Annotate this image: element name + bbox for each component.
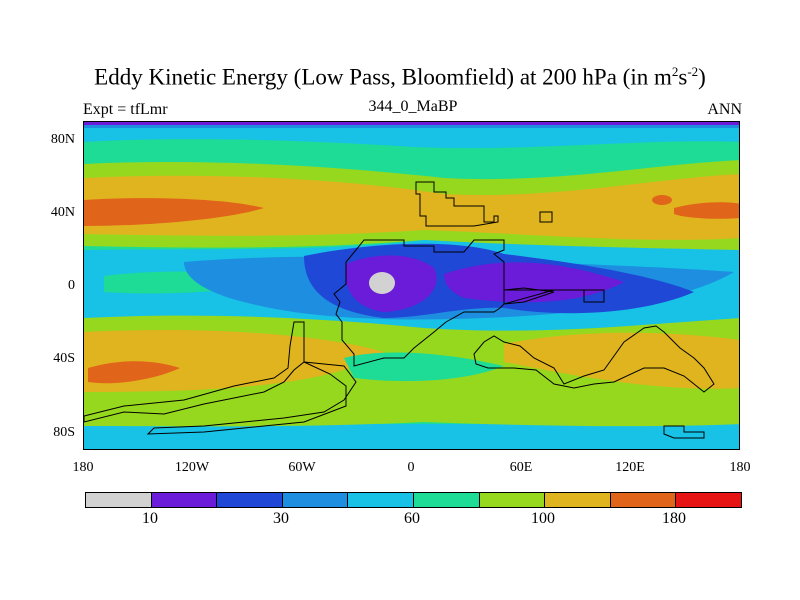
contour-fill-north-boundary xyxy=(84,122,739,125)
x-tick-label: 180 xyxy=(729,460,751,475)
colorbar-label: 100 xyxy=(531,510,555,527)
map-plot-area xyxy=(83,121,740,450)
y-tick-label: 80N xyxy=(50,132,75,147)
coastline-south-landmass-inner xyxy=(146,361,357,435)
experiment-label: Expt = tfLmr xyxy=(83,101,168,118)
eke-contour-map xyxy=(84,122,739,449)
coastline-outlines xyxy=(84,181,715,439)
colorbar-segment xyxy=(610,493,677,507)
colorbar-label: 60 xyxy=(404,510,420,527)
contour-fill-north-100-140 xyxy=(84,174,739,240)
center-subtitle: 344_0_MaBP xyxy=(368,98,458,115)
coastline-north-island xyxy=(539,211,553,223)
colorbar xyxy=(85,492,742,508)
contour-fill-small-island xyxy=(381,399,393,413)
colorbar-segment xyxy=(86,493,152,507)
coastline-south-landmass-west xyxy=(84,321,305,423)
y-tick-label: 40S xyxy=(53,351,75,366)
x-tick-label: 60W xyxy=(288,460,316,475)
colorbar-label: 10 xyxy=(142,510,158,527)
contour-fill-north-atlantic-max xyxy=(84,198,264,226)
colorbar-segment xyxy=(151,493,218,507)
season-label: ANN xyxy=(707,101,742,118)
contour-fill-south-atlantic-max xyxy=(88,361,180,384)
y-tick-label: 0 xyxy=(68,278,75,293)
colorbar-segment xyxy=(479,493,546,507)
coastline-south-east-landmass xyxy=(473,325,715,393)
y-tick-label: 80S xyxy=(53,425,75,440)
colorbar-segment xyxy=(413,493,480,507)
x-tick-label: 0 xyxy=(407,460,415,475)
coastline-north-landmass xyxy=(415,181,499,227)
colorbar-segment xyxy=(348,493,414,507)
coastline-south-small-island xyxy=(663,425,705,439)
colorbar-segment xyxy=(676,493,741,507)
contour-fill-small-max xyxy=(652,195,672,205)
contour-fill-tropics-10-20-east xyxy=(444,262,624,303)
x-tick-label: 180 xyxy=(72,460,94,475)
y-tick-label: 40N xyxy=(50,205,75,220)
contour-fill-north-pacific-max xyxy=(674,202,739,219)
colorbar-segment xyxy=(217,493,283,507)
colorbar-segment xyxy=(545,493,611,507)
x-tick-label: 60E xyxy=(509,460,533,475)
contour-fill-south-100-140-west xyxy=(84,330,384,392)
x-tick-label: 120E xyxy=(615,460,645,475)
coastline-central-landmass xyxy=(333,239,605,367)
colorbar-label: 30 xyxy=(273,510,289,527)
contour-fill-south-green-patch xyxy=(344,352,504,382)
chart-title: Eddy Kinetic Energy (Low Pass, Bloomfiel… xyxy=(94,64,706,90)
contour-fill-tropics-minimum xyxy=(369,272,395,294)
x-tick-label: 120W xyxy=(174,460,210,475)
contour-fill-south-polar xyxy=(84,424,739,449)
colorbar-segment xyxy=(282,493,349,507)
colorbar-label: 180 xyxy=(662,510,686,527)
coastline-east-extension xyxy=(503,287,555,305)
